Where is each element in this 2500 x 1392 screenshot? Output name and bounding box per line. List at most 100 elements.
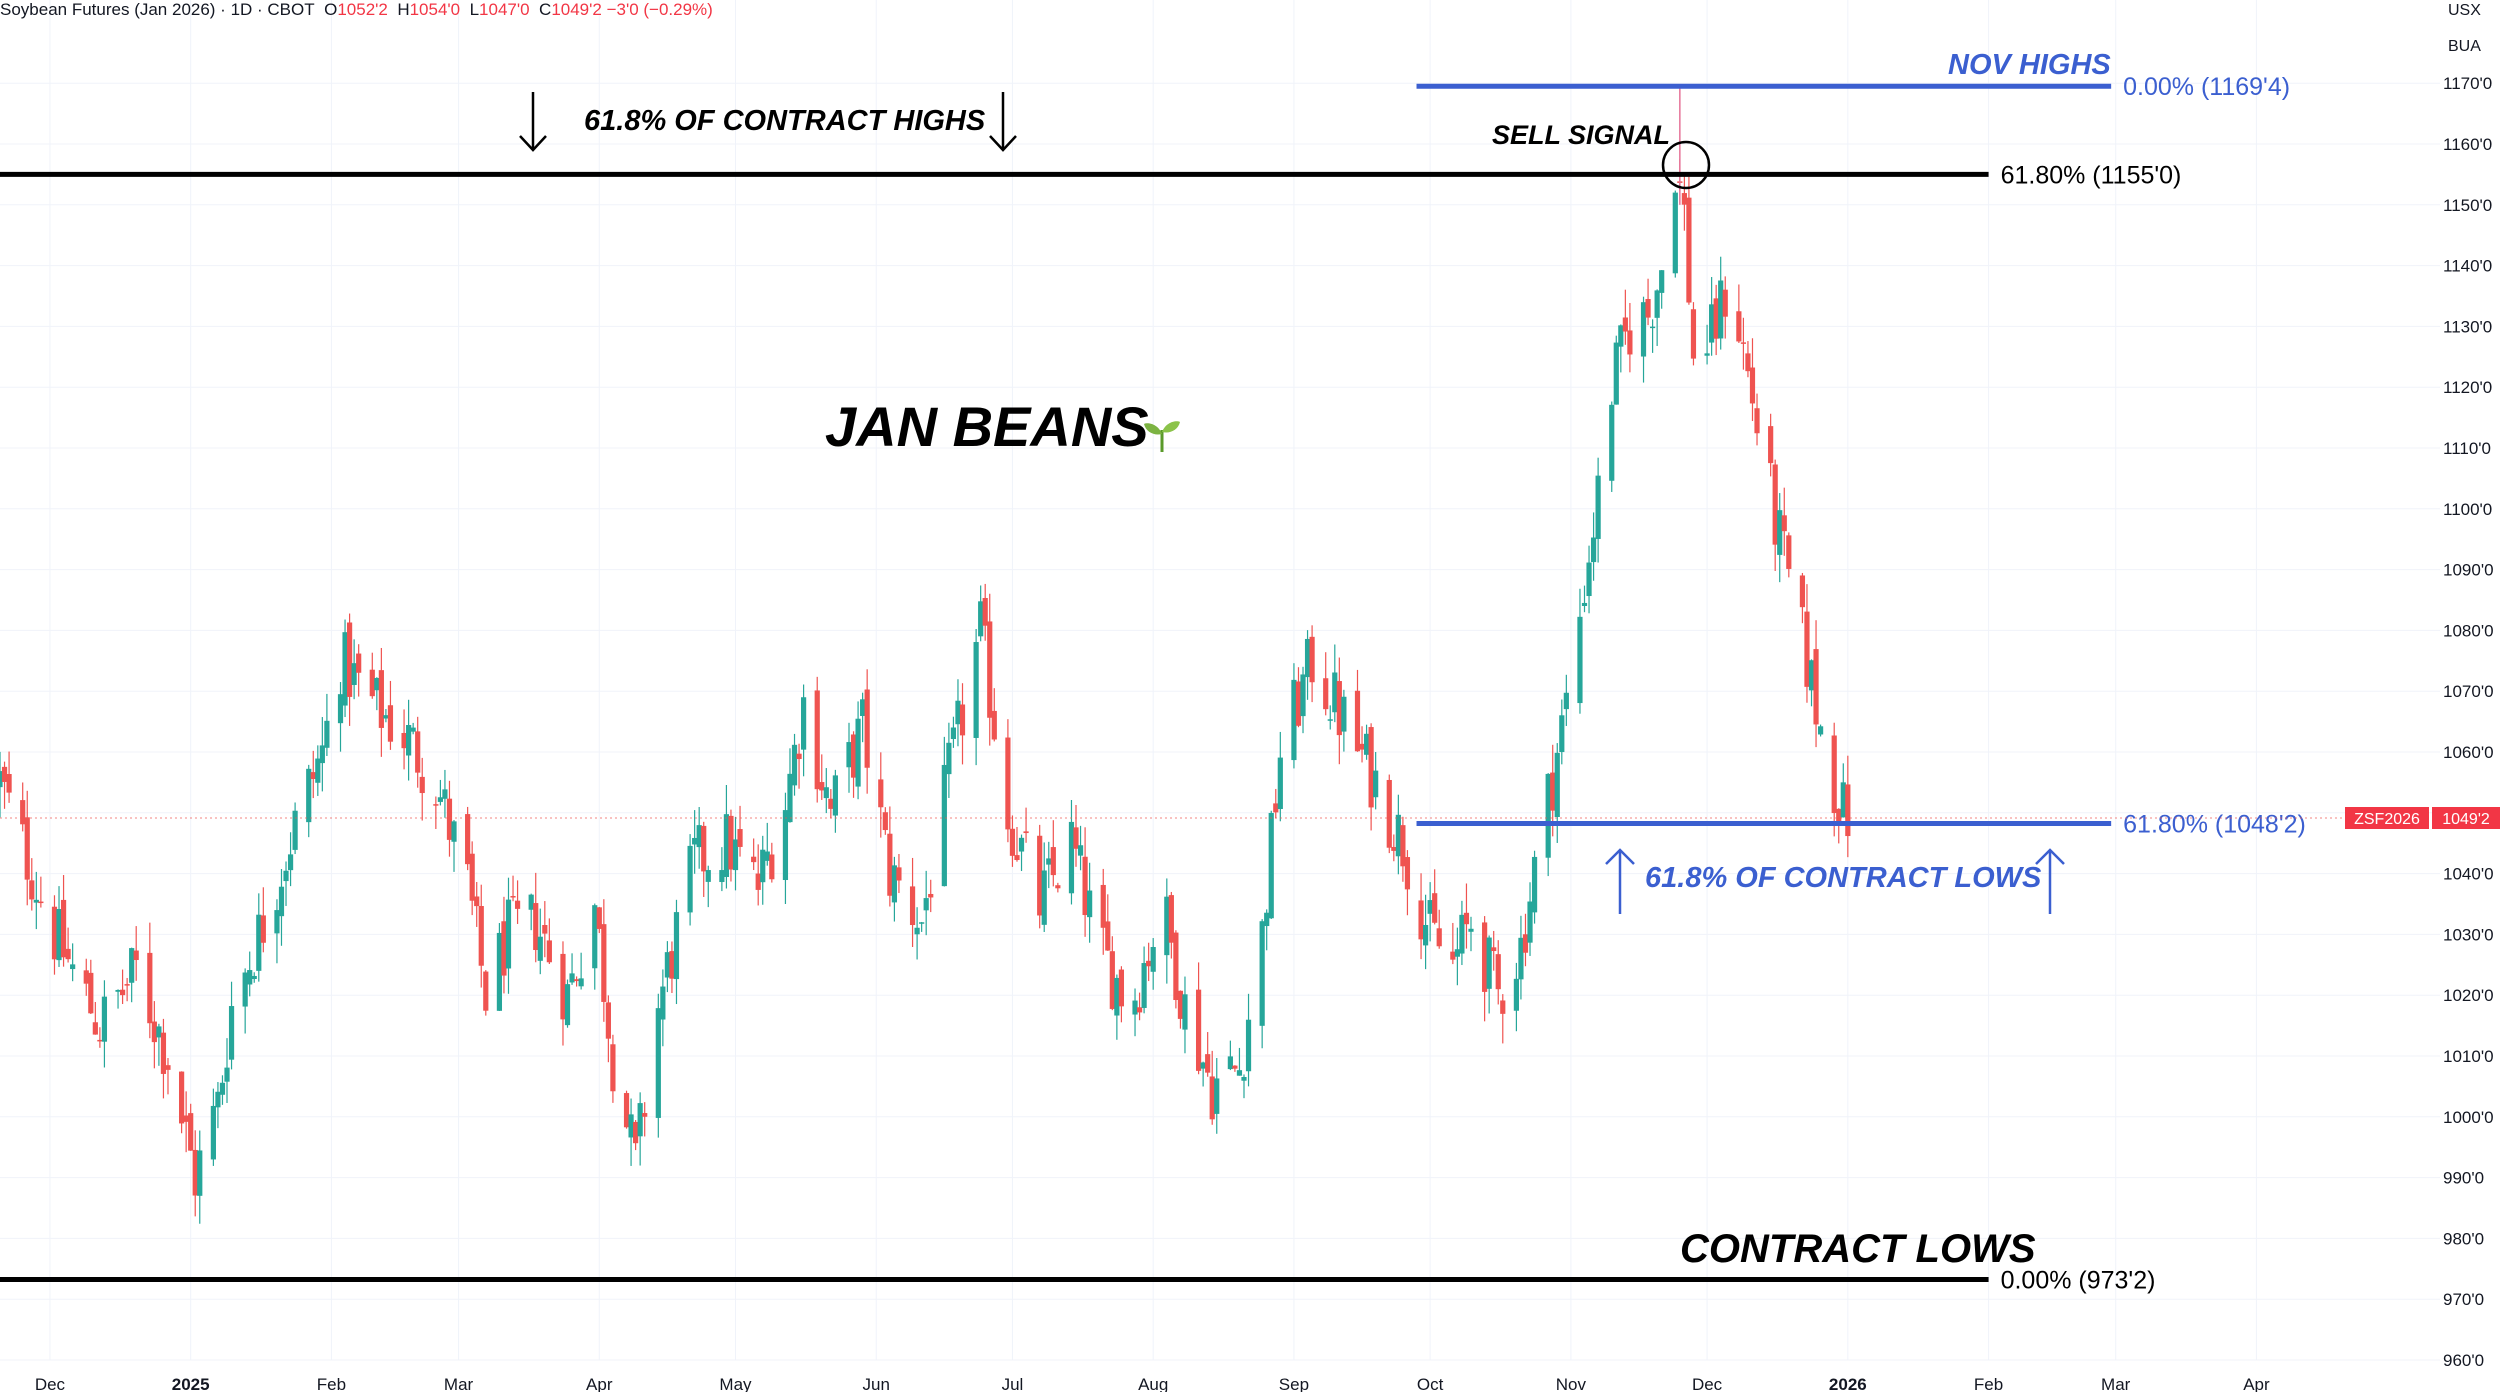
candle[interactable]	[732, 816, 739, 891]
candle[interactable]	[1418, 873, 1424, 960]
candle[interactable]	[1513, 962, 1519, 1032]
candle[interactable]	[65, 927, 71, 963]
candle[interactable]	[1232, 1065, 1238, 1072]
candle[interactable]	[719, 847, 725, 892]
candle[interactable]	[278, 869, 285, 946]
candle[interactable]	[247, 951, 253, 997]
candle[interactable]	[283, 861, 289, 906]
candle[interactable]	[1236, 1047, 1243, 1076]
candle[interactable]	[828, 789, 834, 819]
candle[interactable]	[1491, 930, 1497, 971]
candle[interactable]	[319, 717, 325, 792]
fib-line-fib-0-bottom[interactable]: 0.00% (973'2)	[0, 1266, 2155, 1294]
candle[interactable]	[764, 822, 770, 866]
candle[interactable]	[850, 731, 857, 798]
candle[interactable]	[474, 881, 480, 927]
candle[interactable]	[1037, 824, 1043, 929]
candle[interactable]	[1273, 788, 1279, 819]
candle[interactable]	[483, 970, 489, 1016]
candle[interactable]	[596, 906, 602, 934]
candle[interactable]	[855, 701, 861, 800]
candle[interactable]	[637, 1092, 643, 1166]
candle[interactable]	[1146, 942, 1152, 982]
candle[interactable]	[446, 780, 453, 857]
candle[interactable]	[1050, 820, 1056, 887]
candle[interactable]	[801, 684, 807, 777]
candle[interactable]	[610, 1034, 616, 1103]
candle[interactable]	[1177, 990, 1184, 1029]
candle[interactable]	[755, 844, 761, 906]
candle[interactable]	[274, 899, 280, 964]
candle[interactable]	[1804, 584, 1810, 703]
candle[interactable]	[242, 968, 248, 1034]
candle[interactable]	[115, 989, 121, 1009]
candle[interactable]	[987, 593, 993, 746]
candle[interactable]	[469, 841, 475, 916]
candle[interactable]	[1205, 1032, 1211, 1077]
candle[interactable]	[537, 908, 543, 975]
candle[interactable]	[664, 941, 670, 993]
candle[interactable]	[219, 1075, 226, 1105]
candle[interactable]	[1500, 994, 1506, 1044]
candle[interactable]	[941, 736, 947, 887]
fib-line-fib-6180-bottom[interactable]: 61.80% (1048'2)	[1416, 810, 2306, 838]
candle[interactable]	[70, 943, 76, 982]
candle[interactable]	[1386, 774, 1392, 854]
candle[interactable]	[1454, 927, 1460, 986]
candle[interactable]	[1581, 585, 1588, 613]
candle[interactable]	[1749, 338, 1756, 422]
candle[interactable]	[642, 1102, 648, 1137]
candle[interactable]	[415, 716, 421, 788]
candle[interactable]	[1768, 413, 1774, 477]
candle[interactable]	[1368, 723, 1374, 831]
candle[interactable]	[337, 682, 344, 752]
candle[interactable]	[1182, 976, 1188, 1054]
candle[interactable]	[564, 979, 571, 1028]
candle[interactable]	[179, 1071, 185, 1134]
candle[interactable]	[410, 722, 416, 735]
candle[interactable]	[601, 899, 607, 1022]
candle[interactable]	[0, 751, 3, 818]
candle[interactable]	[846, 722, 852, 793]
candle[interactable]	[991, 688, 997, 742]
candle[interactable]	[787, 748, 793, 823]
candle[interactable]	[896, 854, 902, 894]
candle[interactable]	[496, 923, 503, 1011]
candle[interactable]	[124, 977, 130, 1002]
candle[interactable]	[1754, 393, 1760, 446]
candle[interactable]	[1672, 190, 1678, 278]
candle[interactable]	[1713, 284, 1719, 356]
candle[interactable]	[256, 893, 262, 982]
candle[interactable]	[1336, 657, 1342, 765]
candle[interactable]	[310, 750, 316, 799]
candle[interactable]	[909, 857, 916, 948]
candle[interactable]	[655, 993, 661, 1138]
candle[interactable]	[1341, 689, 1347, 752]
candle[interactable]	[1681, 176, 1687, 231]
candle[interactable]	[1554, 743, 1560, 843]
candle[interactable]	[501, 896, 507, 994]
candle[interactable]	[51, 895, 58, 975]
candle[interactable]	[569, 953, 575, 985]
candle[interactable]	[823, 768, 829, 814]
candle[interactable]	[573, 976, 580, 987]
candle[interactable]	[1014, 826, 1020, 862]
candle[interactable]	[737, 805, 743, 857]
candle[interactable]	[1654, 289, 1660, 346]
candle[interactable]	[101, 980, 108, 1068]
candle[interactable]	[251, 972, 257, 983]
candle[interactable]	[1650, 319, 1656, 353]
candle[interactable]	[1214, 1058, 1220, 1134]
candle[interactable]	[315, 745, 321, 796]
candle[interactable]	[147, 922, 153, 1039]
candle[interactable]	[546, 918, 552, 965]
candle[interactable]	[465, 806, 471, 871]
candle[interactable]	[1772, 459, 1778, 571]
candle[interactable]	[1622, 289, 1628, 345]
candle[interactable]	[973, 628, 979, 766]
candle[interactable]	[1373, 751, 1379, 810]
candle[interactable]	[92, 1001, 98, 1035]
candle[interactable]	[1150, 938, 1156, 990]
candle[interactable]	[1005, 719, 1011, 843]
candle[interactable]	[1459, 900, 1465, 966]
